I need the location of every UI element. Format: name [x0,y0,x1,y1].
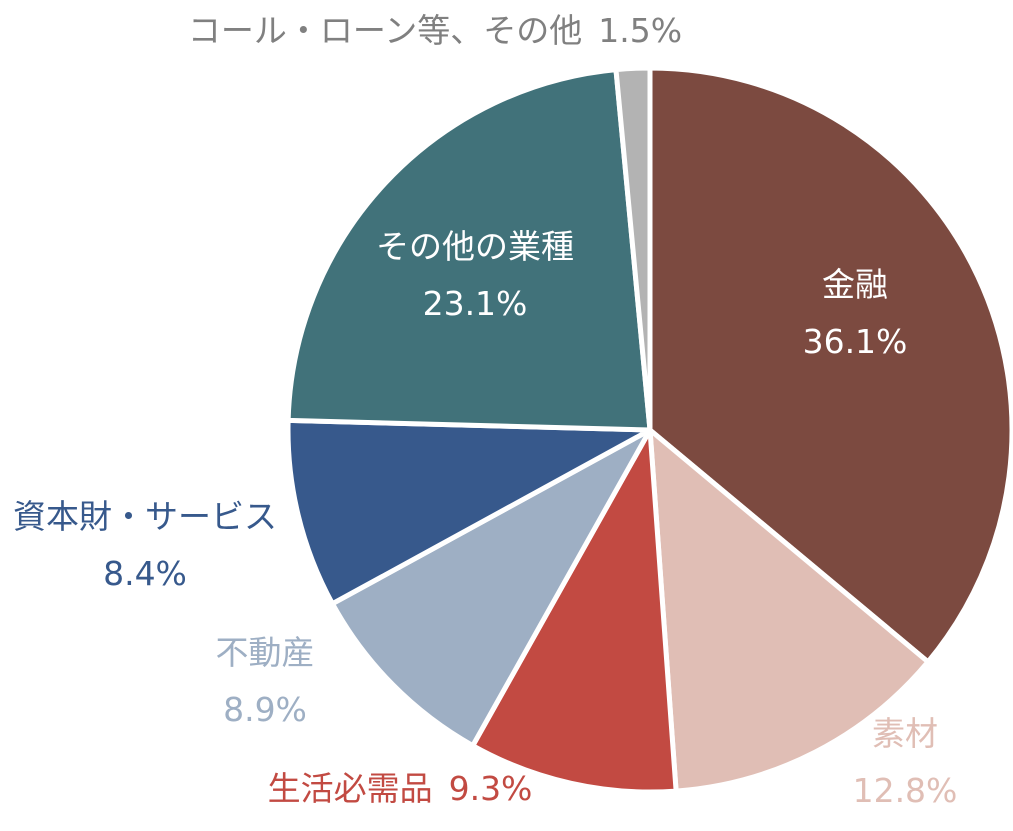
slice-value-label-6: 23.1% [423,284,528,323]
slice-category-label-4: 不動産 [216,633,315,672]
pie-slice-1 [647,65,1013,665]
pie-slice-7 [613,65,653,433]
slice-value-label-1: 36.1% [803,322,908,361]
pie-slice-2 [647,427,931,794]
slice-value-label-3: 9.3% [449,769,533,808]
pie-slices [285,65,1013,795]
slice-value-label-7: 1.5% [598,11,682,50]
slice-category-label-3: 生活必需品 9.3% [268,769,533,808]
slice-value-label-2: 12.8% [853,771,958,810]
pie-slice-4 [329,427,653,749]
pie-slice-5 [285,417,653,607]
slice-category-label-6: その他の業種 [376,227,574,266]
slice-value-label-5: 8.4% [103,554,187,593]
pie-labels: 金融 36.1% 素材 12.8% 生活必需品 9.3% 不動産 8.9% 資本財・サービス 8.… [13,11,957,810]
slice-category-label-1: 金融 [822,265,888,304]
slice-category-label-5: 資本財・サービス [13,497,277,536]
slice-category-label-2: 素材 [872,714,938,753]
pie-slice-3 [470,427,679,795]
pie-slice-6 [285,67,653,433]
slice-category-label-7: コール・ローン等、その他 1.5% [188,11,682,50]
slice-value-label-4: 8.9% [223,690,307,729]
